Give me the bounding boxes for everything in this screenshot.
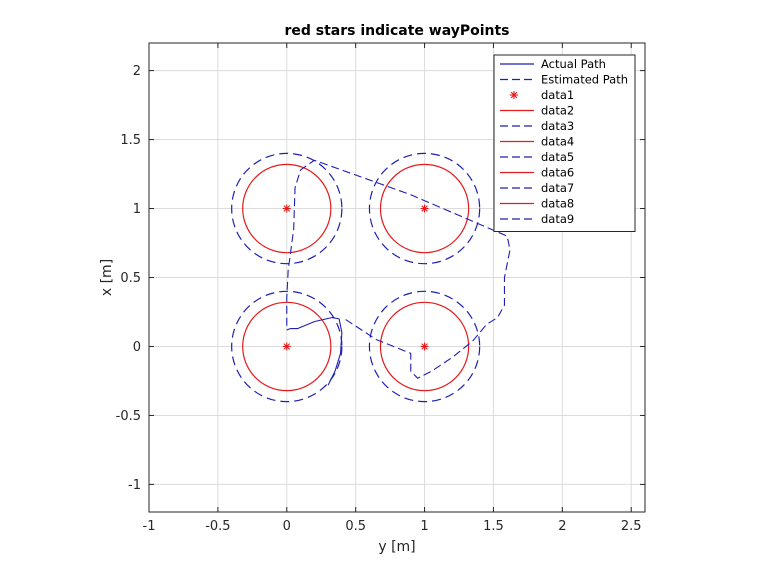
waypoint-marker (282, 342, 291, 351)
waypoint-marker (420, 342, 429, 351)
waypoint-marker (282, 204, 291, 213)
legend-label: data5 (541, 150, 574, 164)
legend-entry: data3 (500, 119, 574, 133)
legend-label: data4 (541, 135, 574, 149)
series-actual-path (286, 316, 343, 386)
legend-label: data8 (541, 197, 574, 211)
legend-entry: Estimated Path (500, 73, 628, 87)
legend-entry: data2 (500, 104, 574, 118)
x-tick-label: 1 (420, 519, 428, 534)
circle-data9 (368, 152, 481, 265)
circle-data2 (242, 301, 332, 392)
y-tick-label: 0.5 (120, 271, 141, 286)
plot-area (231, 152, 511, 403)
y-tick-label: 1.5 (120, 133, 141, 148)
legend-entry: data8 (500, 197, 574, 211)
x-tick-label: -0.5 (205, 519, 230, 534)
y-tick-label: 1 (133, 202, 141, 217)
x-tick-label: 0 (283, 519, 291, 534)
x-tick-label: 0.5 (345, 519, 366, 534)
circle-data4 (379, 301, 470, 392)
y-tick-label: 0 (133, 340, 141, 355)
legend-label: Estimated Path (541, 73, 628, 87)
y-tick-label: -1 (128, 478, 141, 493)
legend-entry: data9 (500, 212, 574, 226)
legend-entry: data1 (510, 88, 574, 102)
legend-box (493, 54, 636, 232)
star-stroke (283, 205, 291, 212)
x-tick-label: 1.5 (483, 519, 504, 534)
x-axis-label: y [m] (378, 539, 415, 555)
y-tick-label: -0.5 (116, 409, 141, 424)
chart-title: red stars indicate wayPoints (284, 23, 509, 39)
legend-label: data3 (541, 119, 574, 133)
legend-label: data1 (541, 88, 574, 102)
legend-label: data6 (541, 166, 574, 180)
circle-data6 (242, 163, 332, 254)
circle-data5 (368, 290, 481, 403)
y-tick-label: 2 (133, 64, 141, 79)
x-tick-label: -1 (143, 519, 156, 534)
legend-label: data7 (541, 181, 574, 195)
legend-label: data2 (541, 104, 574, 118)
legend-label: Actual Path (541, 57, 606, 71)
series-estimated-path (286, 159, 511, 379)
circle-data3 (231, 290, 343, 403)
circle-data7 (231, 152, 343, 265)
legend-marker-star (510, 91, 518, 99)
legend-label: data9 (541, 212, 574, 226)
legend-entry: data6 (500, 166, 574, 180)
star-stroke (421, 343, 428, 350)
star-stroke (510, 91, 518, 99)
circle-data8 (379, 163, 470, 254)
legend-entry: data7 (500, 181, 574, 195)
axis-ticks: -1 -0.5 0 0.5 1 1.5 2 2.5 -1 -0.5 0 0.5 1 1.5 2 (116, 43, 645, 534)
waypoint-marker (420, 204, 429, 213)
y-axis-label: x [m] (99, 259, 115, 296)
star-stroke (283, 343, 291, 350)
legend-entry: data4 (500, 135, 574, 149)
star-stroke (421, 205, 428, 212)
x-tick-label: 2.5 (621, 519, 642, 534)
legend-entry: Actual Path (500, 57, 606, 71)
legend-entry: data5 (500, 150, 574, 164)
x-tick-label: 2 (558, 519, 566, 534)
